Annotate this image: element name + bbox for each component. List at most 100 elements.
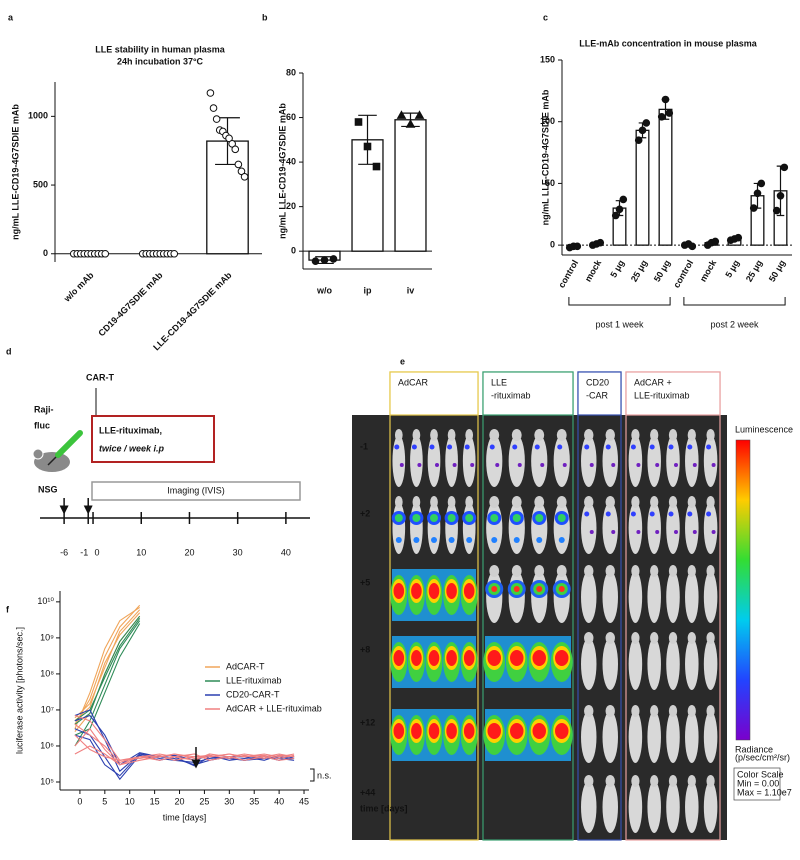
x-tick-label: w/o mAb [61, 270, 96, 305]
data-point [237, 167, 246, 176]
signal [490, 514, 499, 522]
data-point [573, 242, 582, 251]
car-t-label: CAR-T [86, 372, 114, 382]
mouse [427, 502, 441, 554]
treatment-box [91, 415, 215, 463]
y-tick-label: 20 [286, 201, 296, 211]
mouse [602, 502, 618, 554]
signal [431, 537, 437, 543]
x-tick-label: 20 [175, 796, 185, 806]
signal [446, 650, 457, 666]
group-label: post 2 week [710, 319, 759, 329]
y-axis-label: ng/mL LLE-CD19-4G7SDIE mAb [540, 89, 550, 225]
column-label: LLE-rituximab [634, 390, 690, 400]
x-tick-label: 5 μg [723, 258, 741, 279]
row-label: +44 [360, 787, 375, 797]
signal [649, 444, 655, 450]
mouse-head [489, 429, 500, 441]
signal [668, 511, 674, 517]
mouse [392, 435, 406, 487]
signal [706, 511, 712, 517]
signal [555, 650, 569, 666]
data-point [363, 142, 372, 151]
annotation: n.s. [317, 770, 332, 780]
panel-label: e [400, 356, 405, 366]
x-tick-label: iv [407, 285, 415, 295]
mouse-line [74, 734, 295, 777]
colorbar-title: Luminescence [735, 424, 793, 434]
data-point [212, 115, 221, 123]
signal [562, 463, 567, 467]
mouse-head [668, 775, 678, 787]
timeline-tick-label: 10 [136, 547, 146, 557]
signal [463, 723, 475, 739]
mouse-line [74, 745, 295, 766]
x-axis-label: time [days] [163, 812, 207, 822]
signal [428, 650, 440, 666]
legend-label: AdCAR + LLE-rituximab [226, 703, 322, 713]
data-point [225, 134, 233, 143]
chart-title: LLE stability in human plasma [95, 44, 226, 54]
mouse-head [605, 429, 615, 441]
x-tick-label: 5 [102, 796, 107, 806]
column-label: AdCAR [398, 377, 429, 387]
y-tick-label: 10⁷ [41, 704, 54, 714]
mouse [628, 638, 643, 690]
mouse-head [687, 705, 696, 717]
legend-label: LLE-rituximab [226, 675, 282, 685]
signal [464, 444, 470, 450]
signal [487, 723, 501, 739]
mouse [581, 502, 597, 554]
row-label: -1 [360, 441, 368, 451]
ns-bracket [310, 768, 315, 782]
mouse-head [584, 429, 594, 441]
data-point [372, 162, 381, 171]
mouse-head [584, 632, 594, 644]
mouse [628, 502, 643, 554]
mouse-head [584, 705, 594, 717]
treatment-label: twice / week i.p [99, 443, 165, 453]
mouse [703, 571, 718, 623]
mouse [628, 435, 643, 487]
signal [394, 514, 403, 522]
column-label: AdCAR + [634, 377, 672, 387]
signal [584, 511, 590, 517]
y-tick-label: 150 [540, 54, 555, 64]
x-tick-label: 10 [125, 796, 135, 806]
mouse [445, 435, 458, 487]
panel-label: f [6, 604, 10, 614]
time-label: time [days] [360, 803, 408, 813]
signal [536, 586, 543, 592]
mouse [666, 781, 680, 833]
signal [463, 583, 475, 599]
mouse-head [447, 496, 456, 508]
mouse [553, 435, 570, 487]
mouse-head [534, 565, 545, 577]
mouse [666, 502, 680, 554]
mouse-head [489, 496, 500, 508]
data-point [170, 249, 179, 258]
y-tick-label: 60 [286, 112, 296, 122]
mouse [602, 711, 618, 763]
signal [466, 537, 473, 543]
y-tick-label: 1000 [28, 111, 48, 121]
mouse-icon-ear [32, 448, 44, 460]
x-tick-label: ip [364, 285, 373, 295]
signal [557, 514, 566, 522]
signal [452, 463, 457, 467]
signal [395, 537, 402, 543]
y-tick-label: 0 [550, 240, 555, 250]
mouse-head [706, 496, 715, 508]
signal [513, 586, 520, 592]
colorbar-unit: (p/sec/cm²/sr) [735, 752, 790, 762]
y-tick-label: 100 [540, 116, 555, 126]
data-point [405, 119, 416, 128]
data-point [206, 89, 215, 97]
mouse [685, 711, 699, 763]
signal [605, 511, 611, 517]
signal [687, 444, 693, 450]
signal [536, 537, 543, 543]
mouse-head [412, 429, 421, 441]
mouse-head [706, 705, 715, 717]
